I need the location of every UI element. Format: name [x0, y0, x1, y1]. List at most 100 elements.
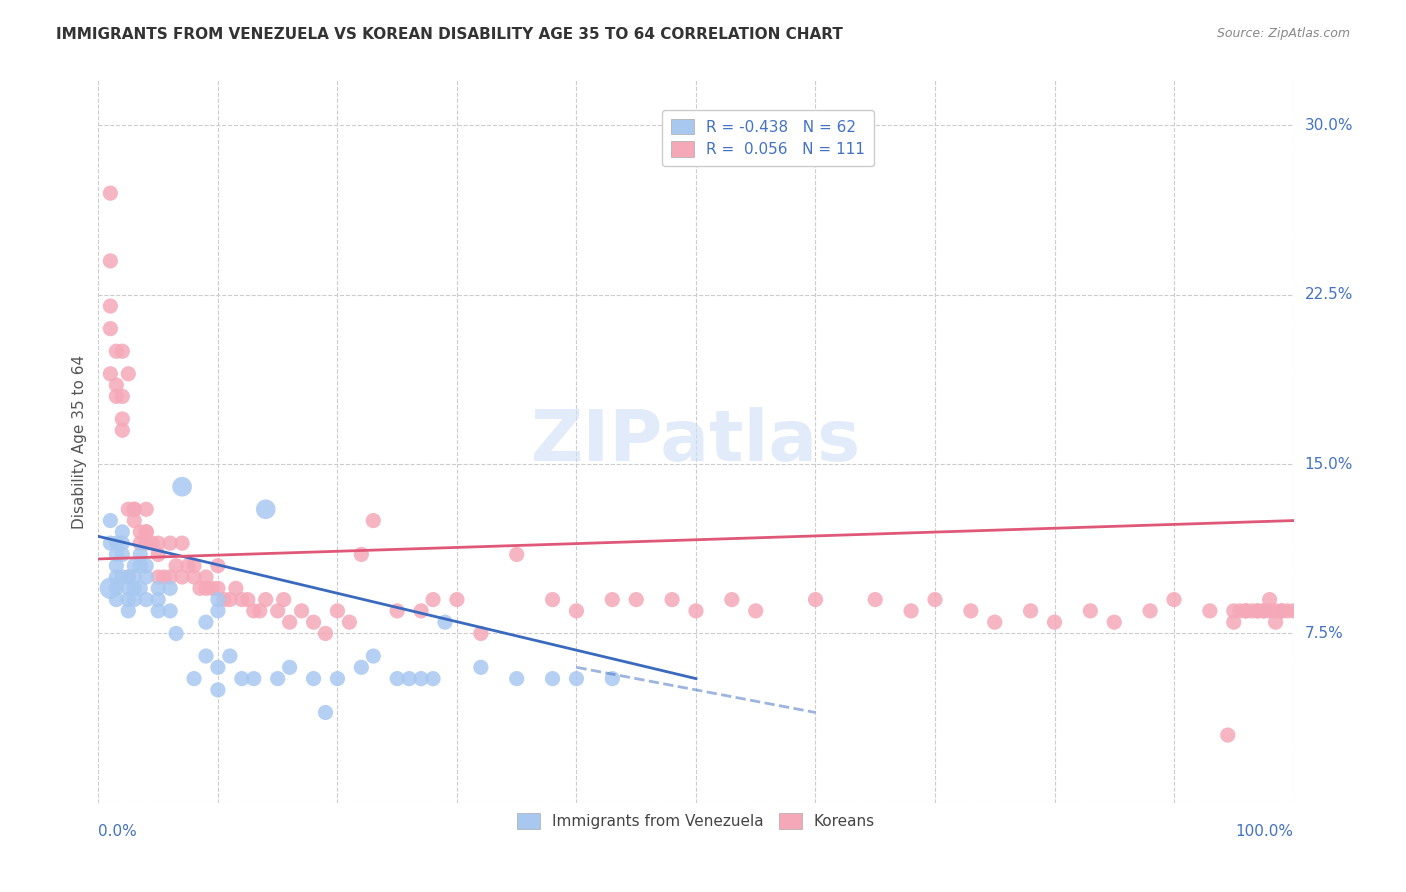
Point	[960, 604, 983, 618]
Point	[326, 672, 349, 686]
Point	[1199, 604, 1222, 618]
Point	[117, 582, 139, 596]
Point	[900, 604, 922, 618]
Point	[124, 558, 146, 573]
Point	[685, 604, 707, 618]
Point	[148, 536, 170, 550]
Point	[267, 604, 290, 618]
Point	[129, 536, 152, 550]
Point	[111, 423, 134, 437]
Point	[98, 582, 122, 596]
Point	[411, 672, 433, 686]
Point	[207, 682, 229, 697]
Point	[148, 582, 170, 596]
Text: 7.5%: 7.5%	[1305, 626, 1343, 641]
Point	[98, 299, 122, 313]
Point	[1271, 604, 1294, 618]
Point	[434, 615, 457, 630]
Point	[302, 672, 325, 686]
Point	[565, 672, 588, 686]
Point	[602, 672, 624, 686]
Point	[236, 592, 259, 607]
Point	[195, 648, 218, 663]
Point	[105, 582, 128, 596]
Point	[159, 570, 181, 584]
Point	[661, 592, 683, 607]
Point	[111, 548, 134, 562]
Text: 0.0%: 0.0%	[98, 824, 138, 839]
Point	[111, 389, 134, 403]
Point	[135, 524, 157, 539]
Point	[1264, 615, 1286, 630]
Point	[1080, 604, 1102, 618]
Point	[188, 582, 211, 596]
Point	[565, 604, 588, 618]
Text: 22.5%: 22.5%	[1305, 287, 1353, 302]
Point	[98, 253, 122, 268]
Point	[243, 672, 266, 686]
Point	[1247, 604, 1270, 618]
Point	[172, 480, 194, 494]
Point	[1216, 728, 1239, 742]
Point	[111, 344, 134, 359]
Point	[135, 558, 157, 573]
Point	[111, 412, 134, 426]
Point	[207, 558, 229, 573]
Point	[105, 536, 128, 550]
Point	[195, 570, 218, 584]
Point	[129, 582, 152, 596]
Point	[1223, 615, 1246, 630]
Point	[422, 592, 444, 607]
Point	[326, 604, 349, 618]
Point	[117, 367, 139, 381]
Point	[1104, 615, 1126, 630]
Point	[207, 660, 229, 674]
Point	[159, 582, 181, 596]
Point	[98, 321, 122, 335]
Point	[219, 648, 242, 663]
Point	[105, 378, 128, 392]
Point	[124, 592, 146, 607]
Point	[1264, 604, 1286, 618]
Point	[541, 672, 564, 686]
Point	[1234, 604, 1257, 618]
Point	[117, 502, 139, 516]
Point	[1019, 604, 1042, 618]
Point	[165, 626, 187, 640]
Point	[124, 582, 146, 596]
Point	[1163, 592, 1185, 607]
Point	[129, 524, 152, 539]
Point	[506, 672, 529, 686]
Point	[148, 604, 170, 618]
Point	[249, 604, 271, 618]
Point	[124, 514, 146, 528]
Point	[124, 502, 146, 516]
Text: 15.0%: 15.0%	[1305, 457, 1353, 472]
Point	[117, 604, 139, 618]
Point	[385, 672, 409, 686]
Point	[291, 604, 314, 618]
Point	[105, 570, 128, 584]
Point	[924, 592, 946, 607]
Point	[165, 558, 187, 573]
Point	[446, 592, 468, 607]
Point	[278, 615, 301, 630]
Point	[1258, 592, 1281, 607]
Point	[105, 558, 128, 573]
Point	[231, 672, 253, 686]
Text: IMMIGRANTS FROM VENEZUELA VS KOREAN DISABILITY AGE 35 TO 64 CORRELATION CHART: IMMIGRANTS FROM VENEZUELA VS KOREAN DISA…	[56, 27, 844, 42]
Point	[111, 536, 134, 550]
Text: 100.0%: 100.0%	[1236, 824, 1294, 839]
Point	[183, 558, 205, 573]
Point	[105, 344, 128, 359]
Point	[243, 604, 266, 618]
Point	[363, 514, 385, 528]
Point	[398, 672, 420, 686]
Text: Source: ZipAtlas.com: Source: ZipAtlas.com	[1216, 27, 1350, 40]
Point	[98, 536, 122, 550]
Point	[315, 706, 337, 720]
Point	[267, 672, 290, 686]
Text: ZIPatlas: ZIPatlas	[531, 407, 860, 476]
Point	[1229, 604, 1251, 618]
Point	[1282, 604, 1305, 618]
